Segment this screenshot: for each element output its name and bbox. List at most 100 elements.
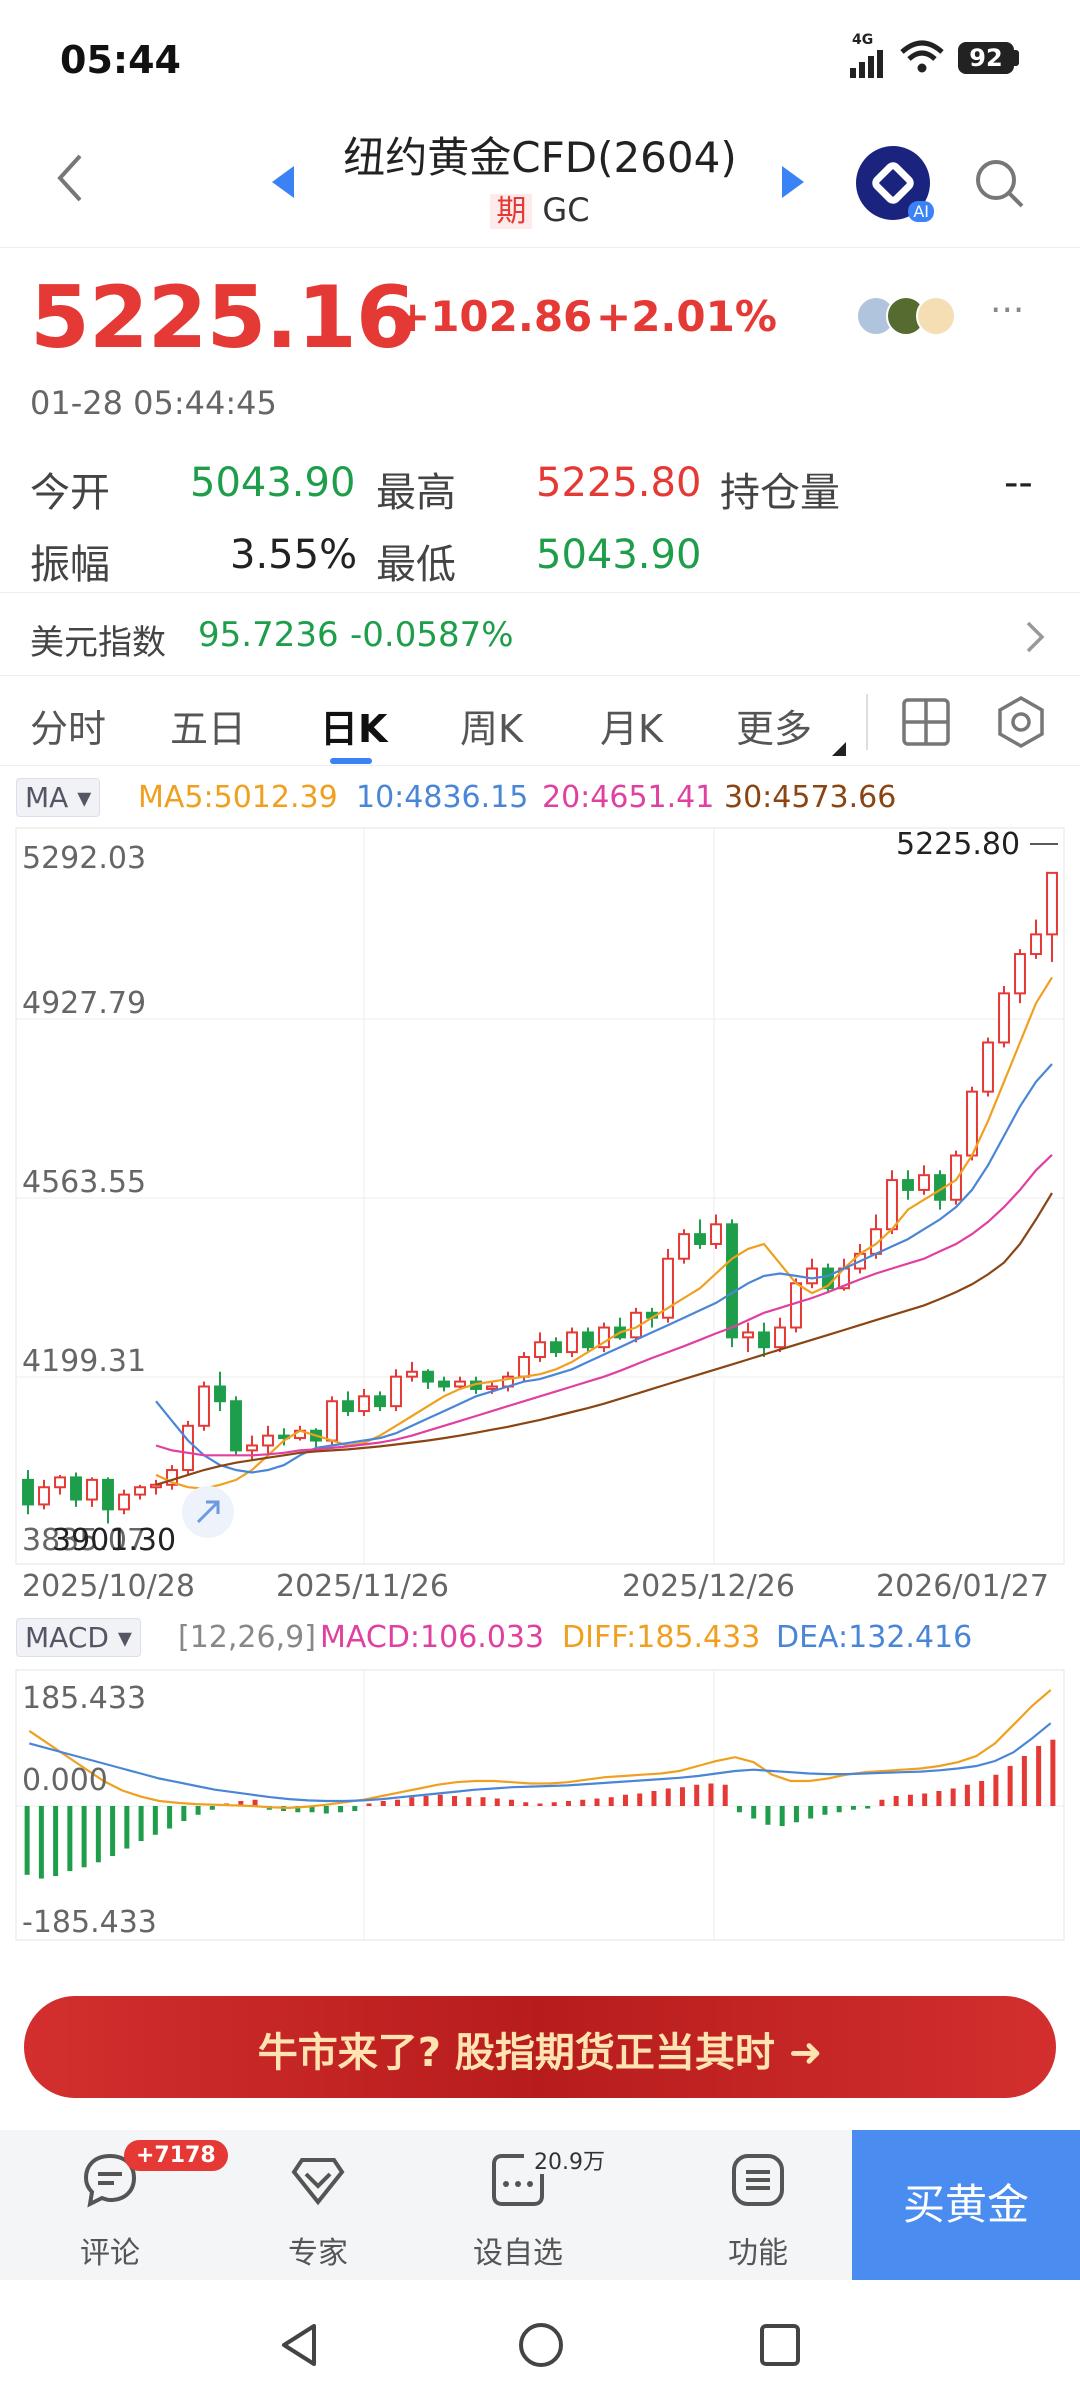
tab-intraday[interactable]: 分时 [30,707,107,751]
buy-gold-button[interactable]: 买黄金 [852,2130,1080,2280]
ma-line-30 [155,1192,1053,1486]
expand-arrow [196,1500,220,1524]
candle-body [86,1478,98,1501]
usd-index-value: 95.7236 [198,615,339,655]
macd-bar [665,1788,671,1806]
macd-bar [152,1806,158,1835]
macd-bar [608,1797,614,1806]
amplitude-label: 振幅 [30,542,110,588]
macd-bar [822,1806,828,1815]
open-interest-label: 持仓量 [720,470,840,516]
macd-y-tick-label: 0.000 [22,1763,108,1798]
macd-bar [950,1788,956,1806]
futures-tag: 期 [490,194,533,229]
macd-chart[interactable]: 185.433 0.000 -185.433 [0,1668,1080,1942]
macd-bar [865,1806,871,1809]
macd-bar [964,1784,970,1806]
candle-body [214,1385,226,1403]
tab-daily-k[interactable]: 日K [320,707,388,751]
macd-bar [808,1806,814,1819]
low-label: 最低 [376,542,456,588]
macd-bar [195,1806,201,1815]
system-back-icon[interactable] [276,2320,322,2370]
macd-bar [1007,1765,1013,1806]
system-recents-icon[interactable] [758,2322,802,2368]
macd-bar [466,1797,472,1806]
x-tick-label: 2025/10/28 [22,1569,195,1604]
open-value: 5043.90 [190,460,356,506]
macd-bar [708,1783,714,1806]
macd-bar [879,1799,885,1806]
macd-bar [736,1806,742,1813]
candle-body [598,1326,610,1349]
promo-text: 牛市来了? 股指期货正当其时 ➜ [257,2030,823,2076]
usd-index-row[interactable]: 美元指数 95.7236 -0.0587% [0,592,1080,676]
high-value: 5225.80 [536,460,702,506]
macd-params: [12,26,9] [178,1620,316,1655]
candle-body [182,1424,194,1472]
more-icon[interactable]: ··· [990,290,1025,331]
candlestick-chart[interactable]: 5292.03 4927.79 4563.55 4199.31 3835.07 2025/… [0,826,1080,1606]
candle-body [454,1380,466,1388]
system-home-icon[interactable] [516,2320,566,2370]
macd-bar [252,1799,258,1806]
macd-bar [380,1800,386,1806]
quote-timestamp: 01-28 05:44:45 [30,384,277,422]
macd-bar [138,1806,144,1842]
expert-button[interactable]: 专家 [238,2130,398,2280]
macd-bar [238,1800,244,1806]
macd-bar [679,1787,685,1806]
back-icon[interactable] [50,148,90,208]
comment-button[interactable]: 评论 [30,2130,190,2280]
candle-body [102,1478,114,1511]
expert-label: 专家 [288,2236,348,2271]
functions-button[interactable]: 功能 [678,2130,838,2280]
tab-more[interactable]: 更多 [736,707,813,751]
settings-icon[interactable] [994,694,1048,750]
user-avatars[interactable] [856,296,956,340]
macd-value: MACD:106.033 [320,1620,545,1655]
search-icon[interactable] [972,156,1028,212]
avatar [916,296,956,336]
macd-indicator-select[interactable]: MACD ▾ [16,1618,141,1657]
ma30-value: 30:4573.66 [724,780,897,815]
tab-monthly-k[interactable]: 月K [600,707,663,751]
macd-bar [423,1795,429,1806]
macd-bar [295,1806,301,1813]
add-watchlist-label: 设自选 [473,2236,563,2271]
promo-banner[interactable]: 牛市来了? 股指期货正当其时 ➜ [24,1996,1056,2098]
dropdown-corner-icon [832,742,846,756]
macd-bar [309,1806,315,1813]
candle-body [230,1400,242,1452]
ai-assistant-icon[interactable]: AI [856,146,934,222]
tab-weekly-k[interactable]: 周K [460,707,523,751]
macd-bar [437,1794,443,1806]
macd-bar [38,1806,44,1879]
macd-bar [722,1784,728,1806]
macd-bar [836,1806,842,1813]
expert-icon [291,2158,345,2206]
prev-contract-icon[interactable] [272,166,294,198]
usd-index-change: -0.0587% [350,615,514,655]
wifi-icon [900,40,944,73]
candle-body [358,1395,370,1413]
macd-bar [551,1802,557,1806]
contract-subtitle: 期 GC [300,186,780,230]
candle-body [486,1385,498,1390]
tab-five-day[interactable]: 五日 [170,707,247,751]
candle-body [38,1486,50,1506]
macd-bar [110,1806,116,1857]
grid-layout-icon[interactable] [900,696,952,748]
ma-indicator-select[interactable]: MA ▾ [16,778,101,817]
candle-body [1014,953,1026,995]
candle-body [806,1267,818,1285]
add-watchlist-button[interactable]: 设自选 [438,2130,598,2280]
next-contract-icon[interactable] [782,166,804,198]
ma20-value: 20:4651.41 [542,780,715,815]
candle-body [326,1400,338,1442]
macd-bar [580,1799,586,1806]
candle-body [950,1154,962,1201]
y-tick-label: 4927.79 [22,986,146,1021]
candle-body [134,1486,146,1496]
candle-body [982,1041,994,1093]
